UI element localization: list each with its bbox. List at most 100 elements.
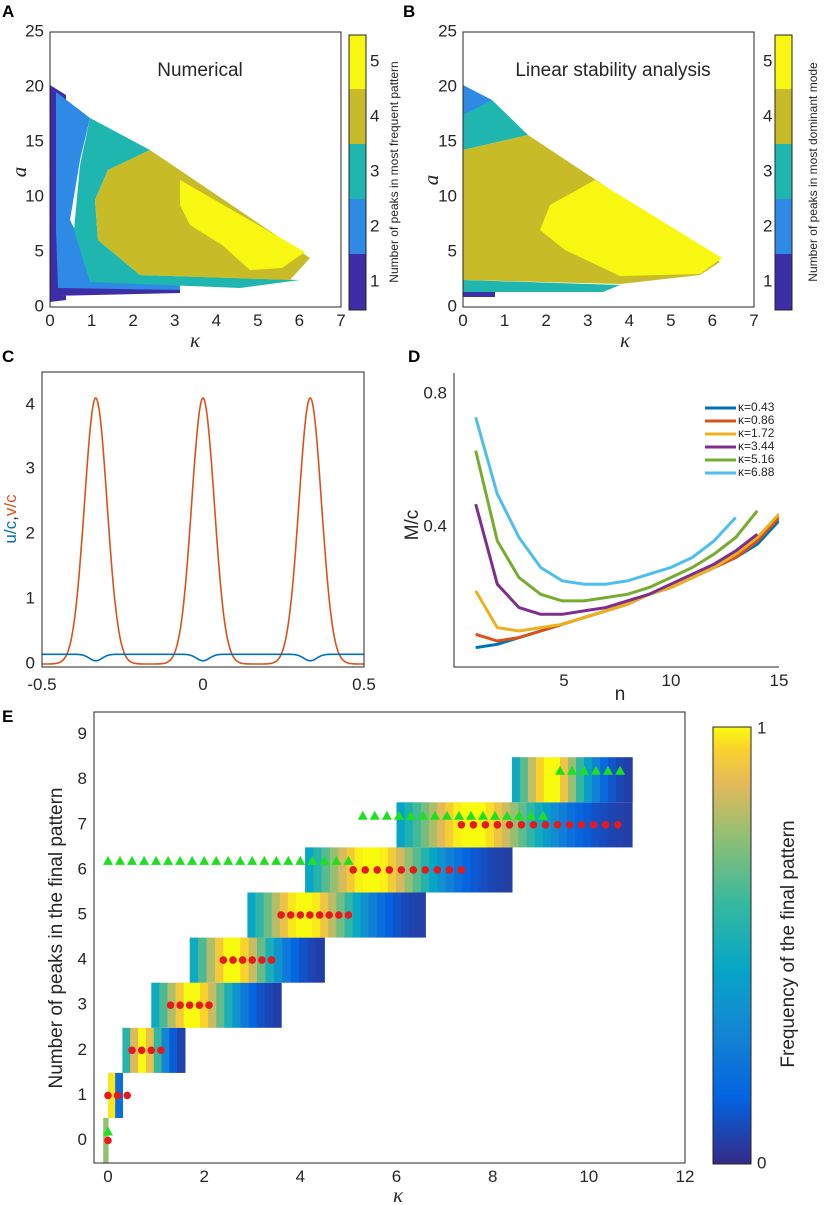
heatmap-cell <box>495 847 505 893</box>
green-marker <box>187 855 198 865</box>
panel-b-xtick: 6 <box>708 311 717 330</box>
green-marker <box>579 765 589 775</box>
green-marker <box>466 810 476 820</box>
panel-a-ytick: 5 <box>35 241 44 260</box>
heatmap-cell <box>307 937 317 983</box>
colorbar-b-swatch-5 <box>775 35 792 89</box>
heatmap-cell <box>247 892 257 938</box>
series-line-4 <box>474 450 759 603</box>
red-marker <box>397 866 406 874</box>
red-marker <box>219 956 228 964</box>
heatmap-cell <box>159 982 169 1028</box>
heatmap-cell <box>108 1072 116 1118</box>
green-marker <box>319 855 330 865</box>
heatmap-cell <box>273 982 282 1028</box>
heatmap-cell <box>576 757 585 803</box>
panel-b-xtick: 5 <box>666 311 675 330</box>
red-marker <box>258 956 266 964</box>
green-marker <box>369 810 380 820</box>
panel-c-lines <box>42 397 364 665</box>
green-marker <box>567 765 577 775</box>
green-marker <box>478 810 488 820</box>
panel-d-ytick: 0.4 <box>423 516 447 535</box>
legend-label: κ=1.72 <box>738 426 775 440</box>
red-marker <box>344 911 353 919</box>
colorbar-a-swatch-2 <box>349 199 366 254</box>
heatmap-cell <box>519 757 529 803</box>
panel-e-ytick: 4 <box>78 950 87 969</box>
panel-e-xlabel: κ <box>393 1183 404 1205</box>
panel-e-ylabel: Number of peaks in the final pattern <box>46 787 67 1088</box>
green-marker <box>526 810 537 820</box>
panel-e-xtick: 12 <box>676 1167 695 1186</box>
colorbar-a-tick: 1 <box>370 271 379 290</box>
panel-d-xtick: 10 <box>662 671 681 690</box>
legend-label: κ=0.43 <box>738 400 775 414</box>
red-marker <box>248 956 256 964</box>
green-marker <box>331 855 342 865</box>
green-marker <box>538 810 549 820</box>
heatmap-cell <box>216 982 225 1028</box>
panel-b-xtick: 1 <box>500 311 509 330</box>
heatmap-cell <box>616 757 625 803</box>
heatmap-cell <box>401 892 410 938</box>
panel-b-title: Linear stability analysis <box>515 60 710 81</box>
panel-b-xtick: 3 <box>583 311 592 330</box>
red-marker <box>529 821 538 829</box>
heatmap-cell <box>256 982 266 1028</box>
heatmap-cell <box>122 1027 131 1073</box>
panel-b-xtick: 2 <box>541 311 550 330</box>
legend-label: κ=0.86 <box>738 413 775 427</box>
heatmap-cell <box>417 892 426 938</box>
panel-a-axes-box <box>49 31 342 308</box>
heatmap-cell <box>534 802 544 848</box>
panel-a-xtick: 2 <box>128 311 137 330</box>
panel-b-colorbar: 1 2 3 4 5 Number of peaks in most domina… <box>763 34 820 311</box>
series-v-line <box>42 397 364 665</box>
heatmap-cell <box>478 847 488 893</box>
panel-c-ylabel-v: v/c <box>1 494 20 516</box>
heatmap-cell <box>485 802 495 848</box>
green-marker <box>615 765 626 775</box>
green-marker <box>381 810 392 820</box>
heatmap-cell <box>313 847 323 893</box>
red-marker <box>185 1001 194 1009</box>
red-marker <box>553 821 562 829</box>
heatmap-cell <box>215 937 224 983</box>
red-marker <box>433 866 442 874</box>
red-marker <box>286 911 295 919</box>
panel-a: A Numerical 0 1 2 3 4 5 6 7 0 5 10 15 20… <box>2 2 401 352</box>
red-marker <box>277 911 285 919</box>
panel-c-letter: C <box>2 347 14 366</box>
heatmap-cell <box>189 937 199 983</box>
green-marker <box>271 855 282 865</box>
heatmap-cell <box>396 802 406 848</box>
red-marker <box>409 866 418 874</box>
green-marker <box>127 855 137 865</box>
panel-b-axes-box <box>462 31 755 308</box>
heatmap-cell <box>503 847 513 893</box>
red-marker <box>601 821 610 829</box>
panel-a-colorbar: 1 2 3 4 5 Number of peaks in most freque… <box>348 34 401 311</box>
heatmap-cell <box>592 757 601 803</box>
red-marker <box>361 866 370 874</box>
colorbar-b-tick: 5 <box>763 51 772 70</box>
colorbar-e-tick: 1 <box>757 718 766 737</box>
heatmap-cell <box>510 802 519 848</box>
red-marker <box>481 821 490 829</box>
green-marker <box>283 855 294 865</box>
heatmap-cell <box>470 847 480 893</box>
heatmap-cell <box>568 757 577 803</box>
red-marker <box>505 821 514 829</box>
panel-c-axes-box <box>41 371 365 668</box>
colorbar-b-label: Number of peaks in most dominant mode <box>806 62 820 282</box>
heatmap-cell <box>409 892 418 938</box>
colorbar-b-tick: 4 <box>763 106 772 125</box>
panel-a-title: Numerical <box>157 60 243 81</box>
red-marker <box>565 821 574 829</box>
panel-a-ytick: 25 <box>25 21 44 40</box>
colorbar-a-swatch-1 <box>349 254 366 310</box>
heatmap-cell <box>607 802 617 848</box>
panel-b-ytick: 20 <box>438 76 457 95</box>
colorbar-a-tick: 2 <box>370 216 379 235</box>
